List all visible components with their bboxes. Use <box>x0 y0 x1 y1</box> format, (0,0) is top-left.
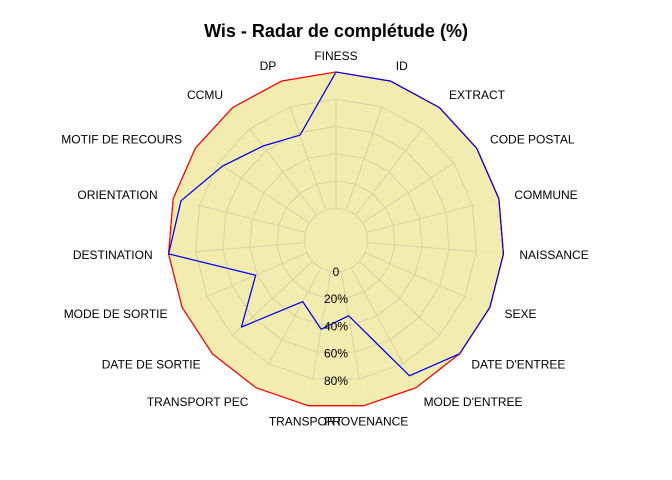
grid-ring-overlay <box>249 153 423 326</box>
grid-spoke-overlay <box>312 271 332 379</box>
grid-spoke-overlay <box>289 106 327 210</box>
category-label: MOTIF DE RECOURS <box>61 132 182 146</box>
radial-tick-label: 0 <box>333 265 340 279</box>
category-label: ORIENTATION <box>77 188 157 202</box>
category-label: COMMUNE <box>514 188 577 202</box>
category-label: EXTRACT <box>449 88 506 102</box>
grid-spoke-overlay <box>217 162 310 223</box>
grid-spoke-overlay <box>365 252 466 298</box>
radial-tick-labels: 0 20% 40% 60% 80% <box>324 265 348 388</box>
grid-spoke-overlay <box>268 267 322 365</box>
grid-spoke-overlay <box>355 128 423 216</box>
category-label: DESTINATION <box>73 248 153 262</box>
category-label: PROVENANCE <box>324 414 408 428</box>
grid-spoke-overlay <box>366 204 473 233</box>
grid-spoke-overlay <box>362 162 455 223</box>
grid-ring-overlay <box>222 125 450 353</box>
grid-ring-overlay <box>303 207 369 272</box>
category-label: TRANSPORT <box>269 414 343 428</box>
category-label: CODE POSTAL <box>490 132 575 146</box>
grid-overlay <box>195 98 477 380</box>
grid-spoke-overlay <box>350 267 404 365</box>
category-label: DATE DE SORTIE <box>102 358 201 372</box>
category-label: DP <box>260 59 277 73</box>
grid-spoke-overlay <box>232 261 313 336</box>
grid-spoke-overlay <box>195 242 305 253</box>
radial-tick-label: 60% <box>324 347 348 361</box>
grid-spoke-overlay <box>199 204 306 233</box>
category-label: CCMU <box>187 88 223 102</box>
grid-spoke-overlay <box>206 252 307 298</box>
grid-spoke-overlay <box>345 106 383 210</box>
grid-spoke-overlay <box>249 128 317 216</box>
category-label: TRANSPORT PEC <box>147 395 249 409</box>
radial-tick-label: 80% <box>324 374 348 388</box>
radar-series <box>168 71 504 407</box>
category-label: FINESS <box>314 49 357 63</box>
grid-ring-overlay <box>195 98 477 380</box>
chart-title: Wis - Radar de complétude (%) <box>204 21 468 41</box>
category-label: MODE D'ENTREE <box>424 395 523 409</box>
radial-tick-label: 40% <box>324 319 348 333</box>
radial-tick-label: 20% <box>324 292 348 306</box>
grid-ring-overlay <box>276 180 396 299</box>
category-labels: FINESS ID EXTRACT CODE POSTAL COMMUNE NAISSAN… <box>61 49 588 428</box>
series-line-1 <box>168 71 504 377</box>
category-label: NAISSANCE <box>519 248 588 262</box>
grid-spoke-overlay <box>367 242 477 253</box>
grid-spoke-overlay <box>359 261 440 336</box>
category-label: DATE D'ENTREE <box>471 358 565 372</box>
grid-spoke-overlay <box>340 271 360 379</box>
category-label: MODE DE SORTIE <box>64 307 168 321</box>
category-label: ID <box>396 59 408 73</box>
category-label: SEXE <box>505 307 537 321</box>
